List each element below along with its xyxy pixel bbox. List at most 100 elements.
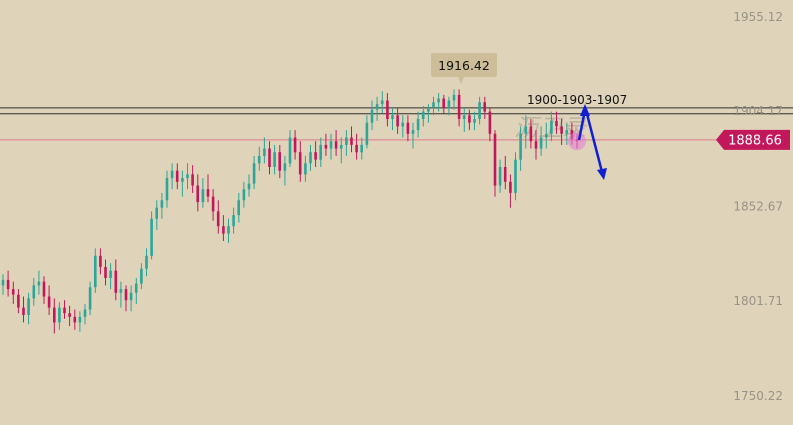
candle-body [432, 102, 435, 108]
candle-body [355, 144, 358, 153]
arrow-down-head [597, 168, 607, 180]
candle-body [247, 183, 251, 190]
candle-body [263, 148, 266, 156]
candle-body [334, 141, 338, 149]
peak-callout-pointer [458, 77, 464, 84]
candle-body [278, 152, 281, 171]
candle-body [78, 316, 82, 323]
candle-body [534, 141, 538, 149]
candle-body [375, 104, 379, 110]
candle-body [22, 307, 25, 315]
candle-body [175, 170, 179, 182]
candle-body [37, 281, 41, 286]
candle-body [339, 144, 343, 149]
candles-group [1, 89, 579, 334]
candle-body [129, 292, 133, 301]
candle-body [519, 133, 522, 160]
candle-body [283, 163, 287, 171]
candle-body [140, 268, 143, 284]
candle-body [150, 218, 153, 256]
candle-body [119, 289, 123, 293]
candle-body [396, 115, 399, 127]
candle-body [109, 270, 112, 278]
candle-body [160, 200, 164, 208]
candle-body [124, 289, 128, 301]
arrow-up-head [580, 104, 590, 116]
y-tick-label: 1955.12 [733, 10, 783, 24]
candle-body [411, 130, 415, 134]
candle-body [237, 200, 240, 216]
candle-body [483, 102, 486, 112]
candle-body [6, 279, 10, 290]
candle-body [550, 120, 553, 134]
candle-body [170, 170, 174, 179]
candle-body [314, 152, 317, 160]
candle-body [288, 137, 292, 164]
candle-body [191, 174, 194, 186]
candle-body [211, 196, 215, 212]
candle-body [442, 98, 445, 108]
y-tick-label: 1904.17 [733, 104, 783, 118]
candle-body [427, 107, 430, 112]
candle-body [416, 119, 420, 131]
candle-body [216, 211, 220, 227]
candle-body [386, 100, 389, 119]
candle-body [360, 144, 363, 153]
candle-body [242, 189, 246, 201]
candle-body [268, 148, 271, 167]
price-badge-shape [716, 129, 790, 150]
level-annotation: 1900-1903-1907 [527, 93, 627, 107]
candle-body [114, 270, 118, 293]
candle-body [555, 120, 558, 127]
candle-body [401, 122, 404, 127]
candle-body [452, 94, 456, 101]
candle-body [514, 159, 517, 193]
candle-body [365, 122, 369, 145]
candle-body [560, 126, 563, 134]
candle-body [478, 102, 481, 119]
candle-body [329, 141, 333, 149]
candle-body [11, 289, 15, 295]
candle-body [370, 109, 374, 123]
y-tick-label: 1852.67 [733, 200, 783, 214]
current-price-label: 1888.66 [728, 133, 782, 148]
candle-body [186, 174, 189, 179]
candle-body [319, 144, 322, 160]
candle-body [493, 133, 497, 186]
y-tick-label: 1750.22 [733, 389, 783, 403]
candle-body [17, 294, 20, 308]
candle-body [447, 100, 451, 108]
candle-body [252, 163, 256, 184]
candle-body [309, 152, 312, 164]
candle-body [94, 255, 97, 288]
candle-body [293, 137, 297, 153]
candle-body [298, 152, 302, 175]
candle-body [509, 181, 512, 193]
candle-body [539, 137, 543, 149]
candle-body [27, 298, 30, 315]
peak-label: 1916.42 [438, 58, 490, 73]
candle-body [350, 137, 353, 145]
candle-body [32, 285, 36, 299]
candle-body [227, 226, 230, 234]
candle-body [181, 178, 184, 182]
candle-body [99, 255, 102, 267]
candle-body [345, 137, 348, 145]
candle-body [232, 215, 235, 227]
candle-body [42, 281, 46, 297]
candle-body [222, 226, 225, 234]
candle-body [421, 111, 425, 119]
candle-body [201, 189, 205, 203]
candle-body [304, 163, 307, 175]
candle-body [565, 130, 569, 134]
candle-body [524, 126, 528, 134]
peak-callout-box [431, 53, 497, 77]
candle-body [68, 313, 71, 317]
candle-body [529, 126, 533, 142]
candle-body [457, 94, 461, 119]
candle-body [437, 98, 440, 103]
candle-body [58, 307, 61, 323]
y-axis: 1955.12 1904.17 1852.67 1801.71 1750.22 [733, 10, 783, 403]
candle-body [391, 115, 394, 119]
